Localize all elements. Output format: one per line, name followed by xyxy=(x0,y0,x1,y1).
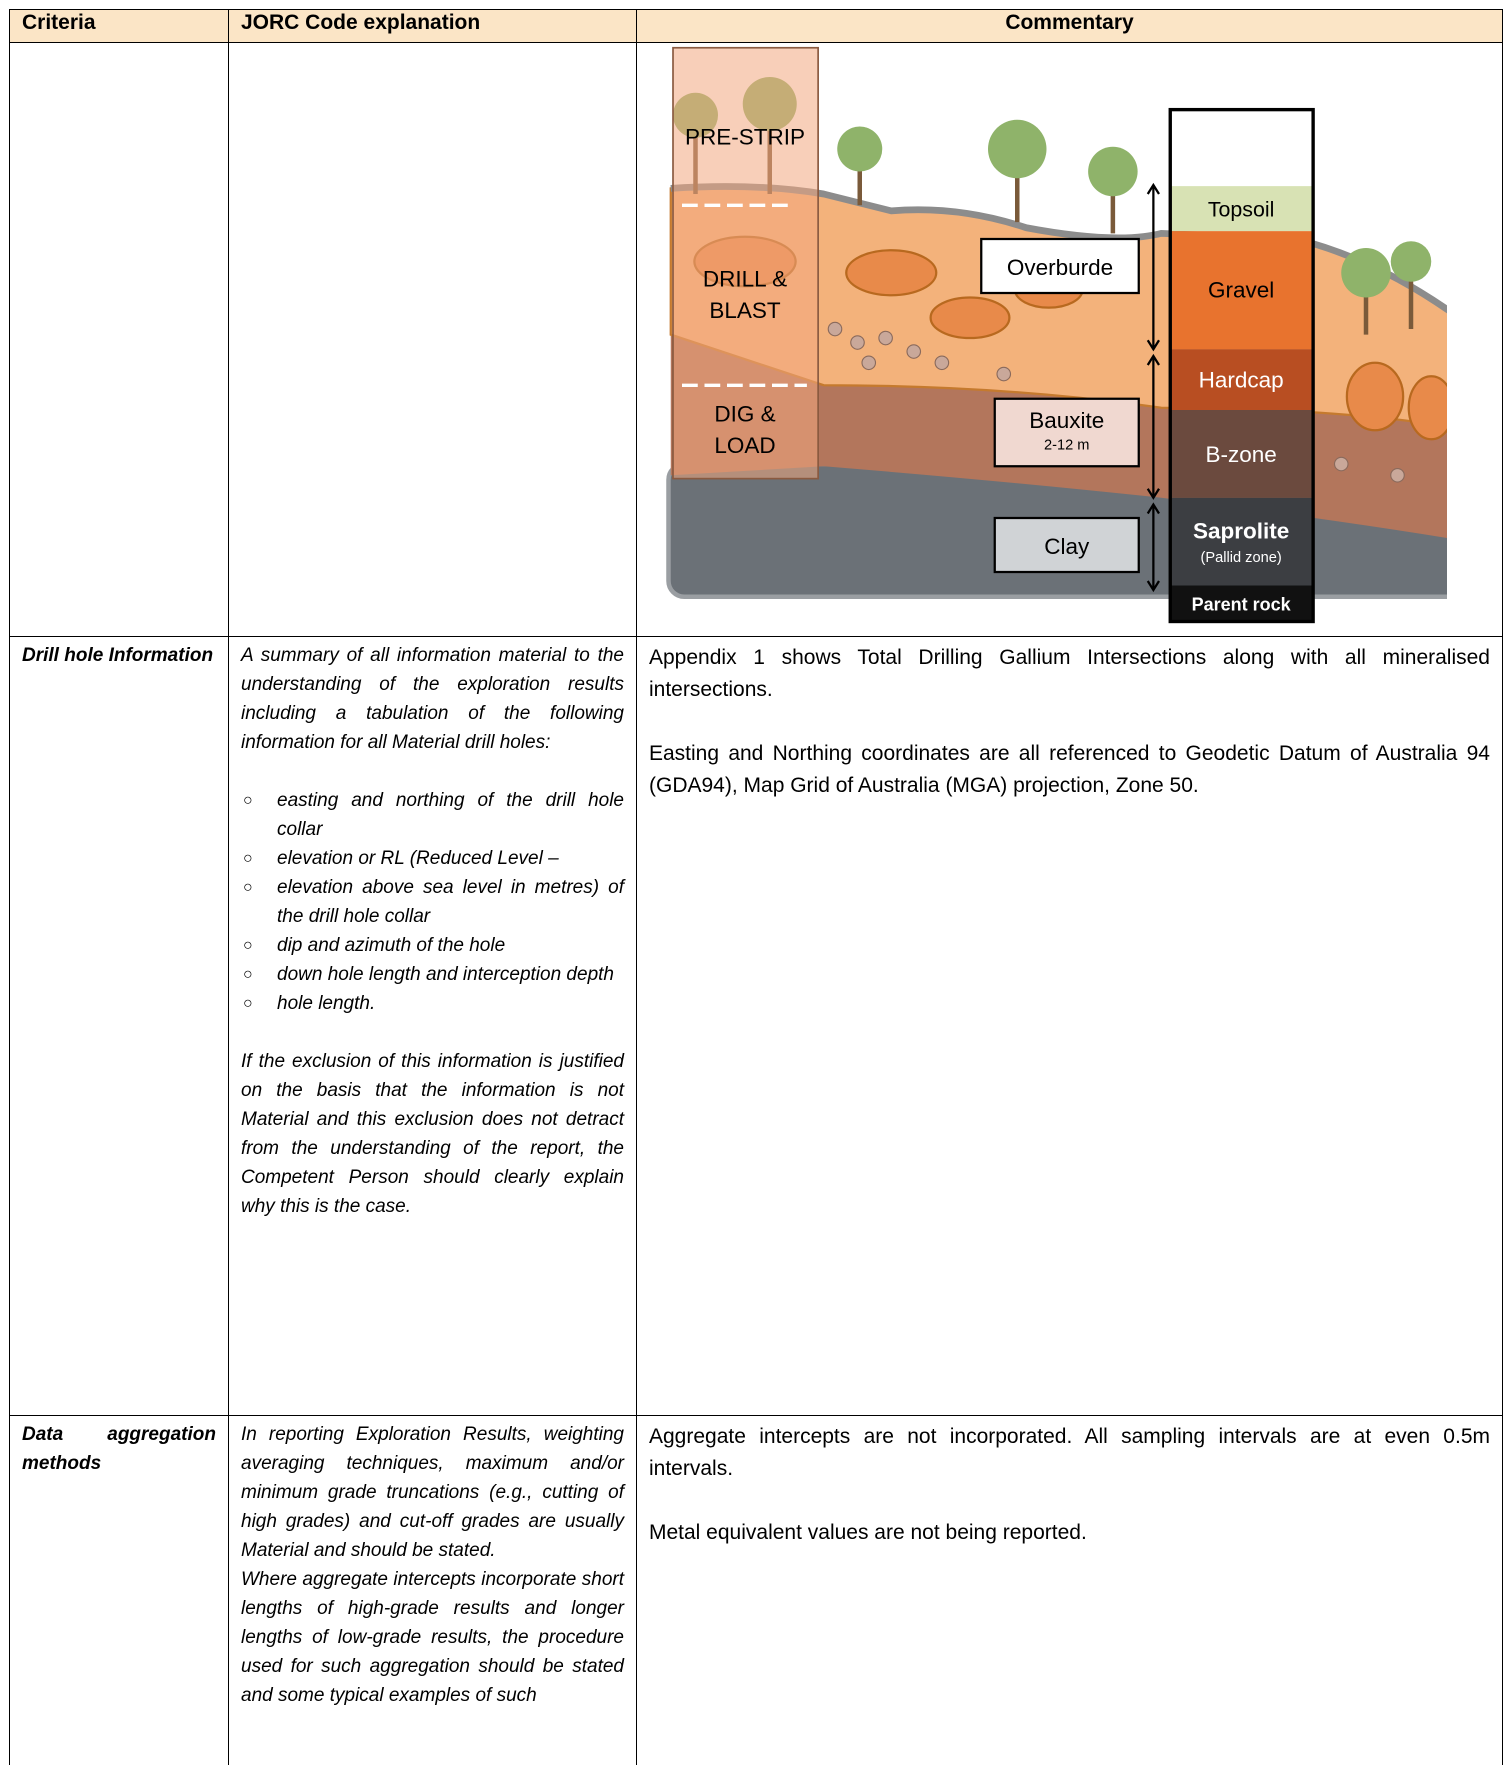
explanation-cell: A summary of all information material to… xyxy=(228,636,637,1416)
profile-label: Saprolite xyxy=(1193,518,1289,543)
mining-profile-diagram: PRE-STRIP DRILL & BLAST DIG & LOAD Overb… xyxy=(666,46,1447,624)
paragraph: Metal equivalent values are not being re… xyxy=(649,1521,1087,1544)
bullet-item: elevation or RL (Reduced Level – xyxy=(241,844,624,873)
profile-hardcap xyxy=(1170,349,1314,410)
callout-label: Overburde xyxy=(1007,255,1113,280)
header-row: Criteria JORC Code explanation Commentar… xyxy=(9,9,1503,43)
profile-label: Topsoil xyxy=(1208,198,1275,222)
bullet-item: elevation above sea level in metres) of … xyxy=(241,873,624,931)
stage-label: PRE-STRIP xyxy=(685,125,805,150)
thickness-arrows xyxy=(1146,182,1160,593)
profile-frame xyxy=(1168,107,1315,624)
table-row: Drill hole Information A summary of all … xyxy=(9,636,1503,1416)
pebbles xyxy=(827,321,1405,483)
profile-bzone xyxy=(1170,410,1314,498)
bullet-list: easting and northing of the drill hole c… xyxy=(241,786,624,1018)
paragraph: If the exclusion of this information is … xyxy=(241,1051,624,1217)
profile-saprolite xyxy=(1170,497,1314,586)
paragraph: Appendix 1 shows Total Drilling Gallium … xyxy=(649,646,1490,701)
stage-label: LOAD xyxy=(714,433,775,458)
callout-label: 2-12 m xyxy=(1044,437,1089,453)
cell xyxy=(9,42,229,637)
callout-label: Clay xyxy=(1044,534,1090,559)
explanation-cell: In reporting Exploration Results, weight… xyxy=(228,1415,637,1765)
paragraph: A summary of all information material to… xyxy=(241,645,624,753)
diagram-row: PRE-STRIP DRILL & BLAST DIG & LOAD Overb… xyxy=(9,42,1503,637)
profile-label: (Pallid zone) xyxy=(1201,550,1282,566)
cell: PRE-STRIP DRILL & BLAST DIG & LOAD Overb… xyxy=(636,42,1503,637)
callout-box xyxy=(980,237,1140,295)
stage-label: DRILL & xyxy=(703,266,787,291)
paragraph: In reporting Exploration Results, weight… xyxy=(241,1424,624,1561)
profile-label: Gravel xyxy=(1208,278,1274,303)
header-cell: Commentary xyxy=(636,9,1503,43)
bullet-item: down hole length and interception depth xyxy=(241,960,624,989)
profile-label: B-zone xyxy=(1205,442,1276,467)
profile-parent-rock xyxy=(1170,585,1314,622)
header-cell: Criteria xyxy=(9,9,229,43)
bullet-item: dip and azimuth of the hole xyxy=(241,931,624,960)
paragraph: Aggregate intercepts are not incorporate… xyxy=(649,1425,1490,1480)
commentary-cell: Aggregate intercepts are not incorporate… xyxy=(636,1415,1503,1765)
callout-box xyxy=(993,516,1140,574)
jorc-table: Criteria JORC Code explanation Commentar… xyxy=(9,9,1503,1765)
cell xyxy=(228,42,637,637)
table-row: Data aggregation methods In reporting Ex… xyxy=(9,1415,1503,1765)
stage-label: BLAST xyxy=(709,298,781,323)
stage-label: DIG & xyxy=(714,401,775,426)
header-cell: JORC Code explanation xyxy=(228,9,637,43)
callout-box xyxy=(993,397,1140,468)
profile-label: Parent rock xyxy=(1192,594,1292,614)
stage-panel xyxy=(672,46,819,480)
profile-topsoil xyxy=(1170,186,1314,232)
commentary-cell: Appendix 1 shows Total Drilling Gallium … xyxy=(636,636,1503,1416)
criteria-cell: Data aggregation methods xyxy=(9,1415,229,1765)
bullet-item: hole length. xyxy=(241,989,624,1018)
profile-sky xyxy=(1170,109,1314,187)
profile-label: Hardcap xyxy=(1199,368,1284,393)
criteria-cell: Drill hole Information xyxy=(9,636,229,1416)
profile-gravel xyxy=(1170,231,1314,350)
callout-label: Bauxite xyxy=(1029,408,1104,433)
paragraph: Easting and Northing coordinates are all… xyxy=(649,742,1490,797)
paragraph: Where aggregate intercepts incorporate s… xyxy=(241,1569,624,1706)
bullet-item: easting and northing of the drill hole c… xyxy=(241,786,624,844)
